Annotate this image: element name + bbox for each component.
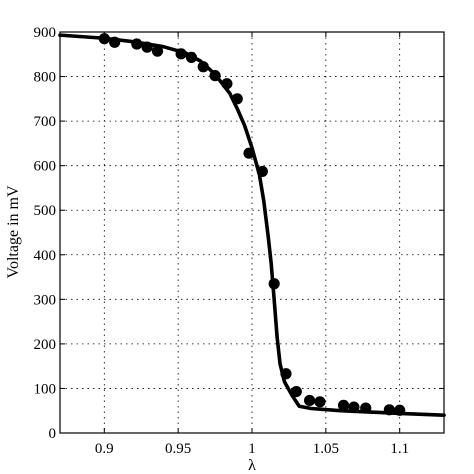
plot-frame	[59, 31, 445, 434]
data-point	[141, 41, 153, 53]
data-point	[348, 401, 360, 413]
data-point	[98, 33, 110, 45]
data-points	[98, 33, 406, 416]
y-tick-label: 400	[34, 248, 57, 264]
data-point	[383, 404, 395, 416]
data-point	[209, 70, 221, 82]
x-tick-label: 1.05	[313, 441, 339, 457]
x-axis-label: λ	[248, 457, 256, 474]
y-tick-label: 300	[34, 292, 57, 308]
data-point	[175, 48, 187, 60]
y-tick-label: 700	[34, 114, 57, 130]
y-tick-label: 900	[34, 25, 57, 41]
data-point	[197, 61, 209, 73]
data-point	[314, 396, 326, 408]
x-tick-label: 0.9	[95, 441, 114, 457]
y-tick-label: 100	[34, 381, 57, 397]
data-point	[360, 402, 372, 414]
data-point	[231, 93, 243, 105]
data-point	[109, 36, 121, 48]
x-tick-label: 1.1	[390, 441, 409, 457]
grid	[60, 32, 444, 433]
y-tick-label: 500	[34, 203, 57, 219]
axis-ticks: 0.9 0.95 1 1.05 1.1 0 100 200 300 400 500 600 700 800…	[34, 25, 444, 457]
x-tick-label: 0.95	[165, 441, 191, 457]
y-axis-label: Voltage in mV	[5, 185, 22, 278]
y-tick-label: 800	[34, 70, 57, 86]
data-point	[151, 45, 164, 57]
y-tick-label: 600	[34, 159, 57, 175]
data-point	[243, 147, 255, 159]
data-point	[394, 404, 406, 416]
data-point	[131, 38, 143, 50]
data-point	[221, 78, 233, 90]
data-point	[304, 394, 316, 407]
data-point	[256, 165, 268, 178]
y-tick-label: 200	[34, 337, 57, 353]
data-point	[280, 368, 292, 380]
data-point	[268, 278, 280, 290]
x-tick-label: 1	[248, 441, 256, 457]
data-point	[290, 385, 302, 398]
y-tick-label: 0	[49, 426, 57, 442]
data-point	[337, 399, 350, 411]
data-point	[185, 51, 198, 64]
